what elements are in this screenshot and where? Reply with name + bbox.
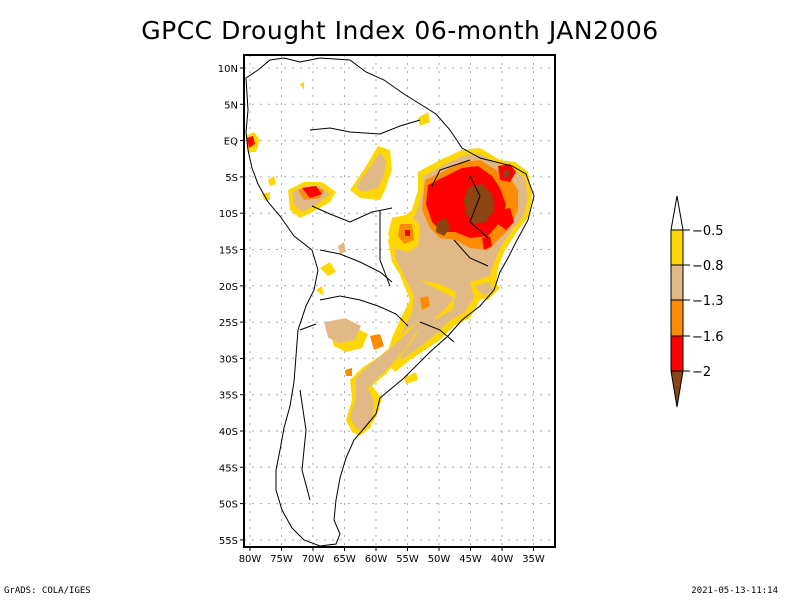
colorbar-segment-red xyxy=(671,336,683,371)
lon-tick-label: 65W xyxy=(333,554,356,565)
colorbar-label: −2 xyxy=(692,365,711,380)
lat-tick-label: 20S xyxy=(219,282,238,293)
lat-tick-label: 5S xyxy=(225,173,238,184)
lat-tick-label: 5N xyxy=(224,100,238,111)
lat-tick-label: 10S xyxy=(219,209,238,220)
colorbar-label: −1.3 xyxy=(692,294,724,309)
lat-tick-label: 45S xyxy=(219,463,238,474)
map-figure: 10N5NEQ5S10S15S20S25S30S35S40S45S50S55S … xyxy=(0,0,800,600)
lat-tick-label: EQ xyxy=(224,137,238,148)
lon-tick-label: 55W xyxy=(396,554,419,565)
lon-tick-label: 60W xyxy=(365,554,388,565)
lat-tick-label: 40S xyxy=(219,427,238,438)
lon-tick-label: 50W xyxy=(428,554,451,565)
lon-tick-label: 75W xyxy=(270,554,293,565)
lat-tick-label: 15S xyxy=(219,246,238,257)
footer-credit: GrADS: COLA/IGES xyxy=(4,586,91,596)
colorbar-label: −0.8 xyxy=(692,259,724,274)
lon-tick-label: 70W xyxy=(302,554,325,565)
colorbar-segment-orange xyxy=(671,300,683,336)
colorbar-segment-yellow xyxy=(671,230,683,265)
lat-tick-label: 50S xyxy=(219,500,238,511)
lat-tick-label: 10N xyxy=(218,64,238,75)
lat-tick-label: 55S xyxy=(219,536,238,547)
colorbar: −0.5 −0.8 −1.3 −1.6 −2 xyxy=(671,196,724,407)
colorbar-top-triangle xyxy=(671,196,683,230)
lat-tick-label: 25S xyxy=(219,318,238,329)
lon-tick-label: 35W xyxy=(522,554,545,565)
lon-tick-label: 40W xyxy=(491,554,514,565)
longitude-axis: 80W 75W 70W 65W 60W 55W 50W 45W 40W 35W xyxy=(239,547,545,565)
lon-tick-label: 80W xyxy=(239,554,262,565)
lon-tick-label: 45W xyxy=(459,554,482,565)
footer-timestamp: 2021-05-13-11:14 xyxy=(691,586,778,596)
lat-tick-label: 30S xyxy=(219,354,238,365)
lat-tick-label: 35S xyxy=(219,391,238,402)
latitude-axis: 10N 5N EQ 5S 10S 15S 20S 25S 30S 35S 40S 45S 50S 55S xyxy=(218,64,244,547)
colorbar-segment-tan xyxy=(671,265,683,300)
colorbar-label: −1.6 xyxy=(692,330,724,345)
drought-region-central-red xyxy=(405,230,410,236)
colorbar-label: −0.5 xyxy=(692,224,724,239)
colorbar-bottom-triangle xyxy=(671,371,683,407)
plot-area xyxy=(244,55,555,547)
